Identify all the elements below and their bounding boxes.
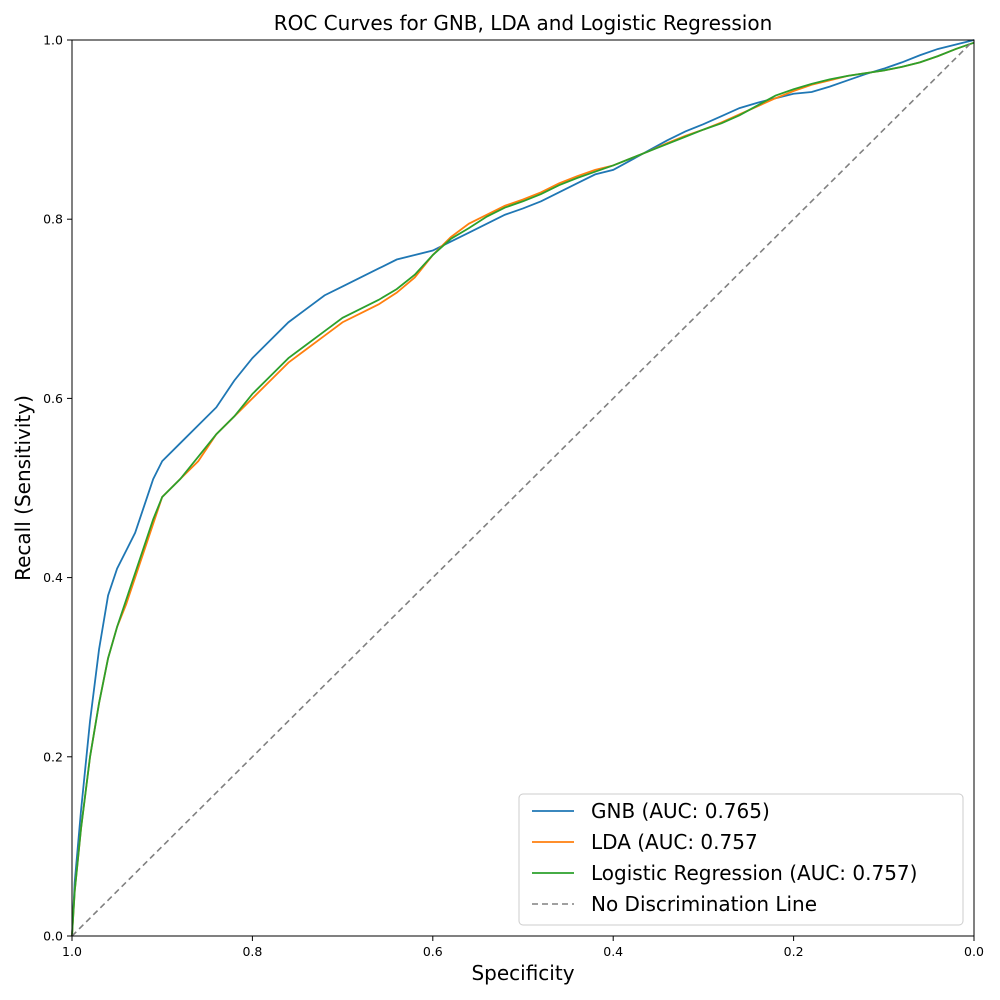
y-tick-label: 1.0 — [43, 33, 63, 48]
legend-entry-label: No Discrimination Line — [591, 892, 817, 916]
series-line-4 — [71, 39, 975, 937]
x-tick-label: 0.6 — [423, 944, 443, 959]
y-axis-ticks: 0.0 0.2 0.4 0.6 0.8 1.0 — [43, 33, 72, 944]
legend-box — [518, 793, 964, 926]
chart-title: ROC Curves for GNB, LDA and Logistic Reg… — [274, 11, 773, 35]
x-tick-label: 0.8 — [242, 944, 262, 959]
x-axis-ticks: 1.0 0.8 0.6 0.4 0.2 0.0 — [62, 936, 984, 959]
x-tick-label: 1.0 — [62, 944, 82, 959]
y-tick-label: 0.4 — [43, 570, 63, 585]
legend-entry-label: LDA (AUC: 0.757 — [591, 830, 758, 854]
plot-area — [71, 39, 975, 937]
x-tick-label: 0.0 — [964, 944, 984, 959]
series-line-1 — [71, 39, 975, 937]
plot-frame — [71, 39, 975, 937]
y-axis-label: Recall (Sensitivity) — [11, 395, 35, 581]
x-axis-label: Specificity — [471, 961, 574, 985]
legend-entry-label: GNB (AUC: 0.765) — [591, 799, 770, 823]
y-tick-label: 0.6 — [43, 391, 63, 406]
legend: GNB (AUC: 0.765) LDA (AUC: 0.757 Logistic … — [518, 793, 964, 926]
y-tick-label: 0.2 — [43, 749, 63, 764]
series-line-3 — [71, 41, 975, 937]
series-line-2 — [71, 41, 975, 937]
x-tick-label: 0.2 — [784, 944, 804, 959]
y-tick-label: 0.0 — [43, 929, 63, 944]
legend-entry-label: Logistic Regression (AUC: 0.757) — [591, 861, 917, 885]
x-tick-label: 0.4 — [603, 944, 623, 959]
y-tick-label: 0.8 — [43, 212, 63, 227]
